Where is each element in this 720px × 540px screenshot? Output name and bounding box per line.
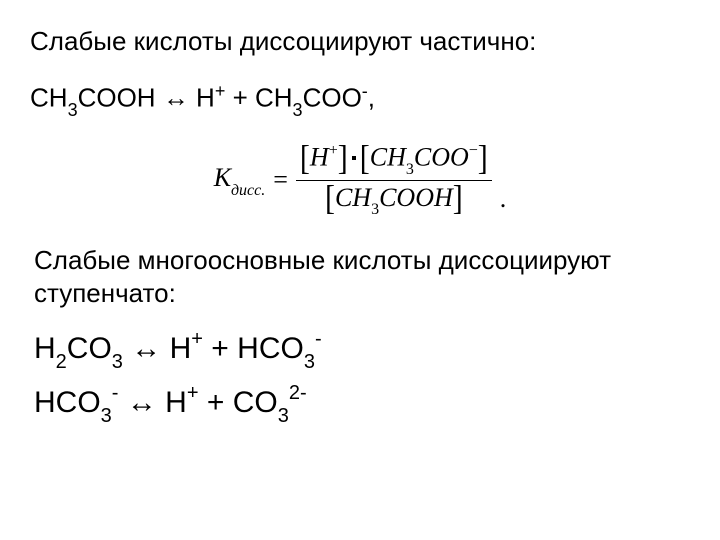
- heading-weak-acids: Слабые кислоты диссоциируют частично:: [30, 24, 690, 59]
- eq3-plus: +: [199, 386, 233, 419]
- eq2-c-sup: -: [315, 328, 322, 350]
- kdiss-sub: дисс.: [231, 182, 265, 199]
- den-cooh: COOH: [379, 183, 453, 212]
- eq3-arrow: ↔: [127, 386, 157, 419]
- eq2-hco: HCO: [237, 332, 304, 365]
- eq3-a-sub: 3: [101, 405, 112, 427]
- bracket-right-icon: ]: [478, 144, 488, 174]
- eq1-tail: ,: [368, 83, 375, 113]
- eq2-co: CO: [67, 332, 112, 365]
- num-coo-sup: −: [469, 142, 478, 159]
- dot-icon: [352, 156, 356, 160]
- eq2-b-sub: 3: [112, 351, 123, 373]
- eq1-h-sup: +: [215, 81, 226, 101]
- kdiss-numerator: [H+][CH3COO−]: [296, 143, 492, 176]
- kdiss-fraction: [H+][CH3COO−] [CH3COOH]: [296, 143, 492, 216]
- equation-h2co3-step1: H2CO3 ↔ H+ + HCO3-: [34, 327, 690, 373]
- eq3-hplus-h: H: [165, 386, 187, 419]
- eq1-lhs-sub: 3: [68, 100, 78, 120]
- bracket-right-icon: ]: [453, 184, 463, 214]
- bracket-left-icon: [: [325, 184, 335, 214]
- den-ch: CH: [335, 183, 371, 212]
- num-h-sup: +: [329, 142, 338, 159]
- bracket-left-icon: [: [360, 144, 370, 174]
- eq2-a-sub: 2: [56, 351, 67, 373]
- eq3-h-sup: +: [187, 382, 199, 404]
- eq3-a-sup: -: [112, 382, 119, 404]
- kdiss-formula: Кдисс. = [H+][CH3COO−] [CH3COOH] .: [30, 143, 690, 216]
- eq2-c-sub: 3: [304, 351, 315, 373]
- num-h: H: [310, 143, 329, 172]
- kdiss-equals: =: [273, 165, 288, 195]
- eq3-c-sub: 3: [278, 405, 289, 427]
- num-ch: CH: [370, 143, 406, 172]
- equation-h2co3-step2: HCO3- ↔ H+ + CO32-: [34, 381, 690, 427]
- eq3-hco: HCO: [34, 386, 101, 419]
- num-coo: COO: [414, 143, 469, 172]
- heading-polyprotic: Слабые многоосновные кислоты диссоциирую…: [34, 244, 674, 309]
- eq1-rhs-coo: COO: [303, 83, 362, 113]
- heading2-line2: ступенчато:: [34, 278, 176, 308]
- kdiss-symbol: Кдисс.: [214, 163, 266, 197]
- eq2-h-sup: +: [191, 328, 203, 350]
- eq2-h: H: [34, 332, 56, 365]
- eq1-lhs-cooh: COOH: [78, 83, 156, 113]
- eq2-arrow: ↔: [131, 332, 161, 365]
- eq1-arrow: ↔: [163, 83, 189, 113]
- eq1-h: H: [196, 83, 215, 113]
- eq3-co: CO: [233, 386, 278, 419]
- equation-acetic-acid: CH3COOH ↔ H+ + CH3COO-,: [30, 79, 690, 119]
- eq1-rhs-ch: CH: [255, 83, 293, 113]
- kdiss-denominator: [CH3COOH]: [321, 184, 467, 217]
- eq1-plus: +: [225, 83, 255, 113]
- heading2-line1: Слабые многоосновные кислоты диссоциирую…: [34, 245, 611, 275]
- num-ch-sub: 3: [406, 161, 414, 178]
- bracket-right-icon: ]: [338, 144, 348, 174]
- den-ch-sub: 3: [371, 201, 379, 218]
- eq2-plus: +: [203, 332, 237, 365]
- eq1-lhs-ch: CH: [30, 83, 68, 113]
- eq3-c-sup: 2-: [289, 382, 307, 404]
- page: Слабые кислоты диссоциируют частично: CH…: [0, 0, 720, 455]
- eq2-hplus-h: H: [170, 332, 192, 365]
- kdiss-period: .: [500, 184, 507, 216]
- bracket-left-icon: [: [300, 144, 310, 174]
- kdiss-k: К: [214, 163, 231, 192]
- eq1-rhs-sub: 3: [293, 100, 303, 120]
